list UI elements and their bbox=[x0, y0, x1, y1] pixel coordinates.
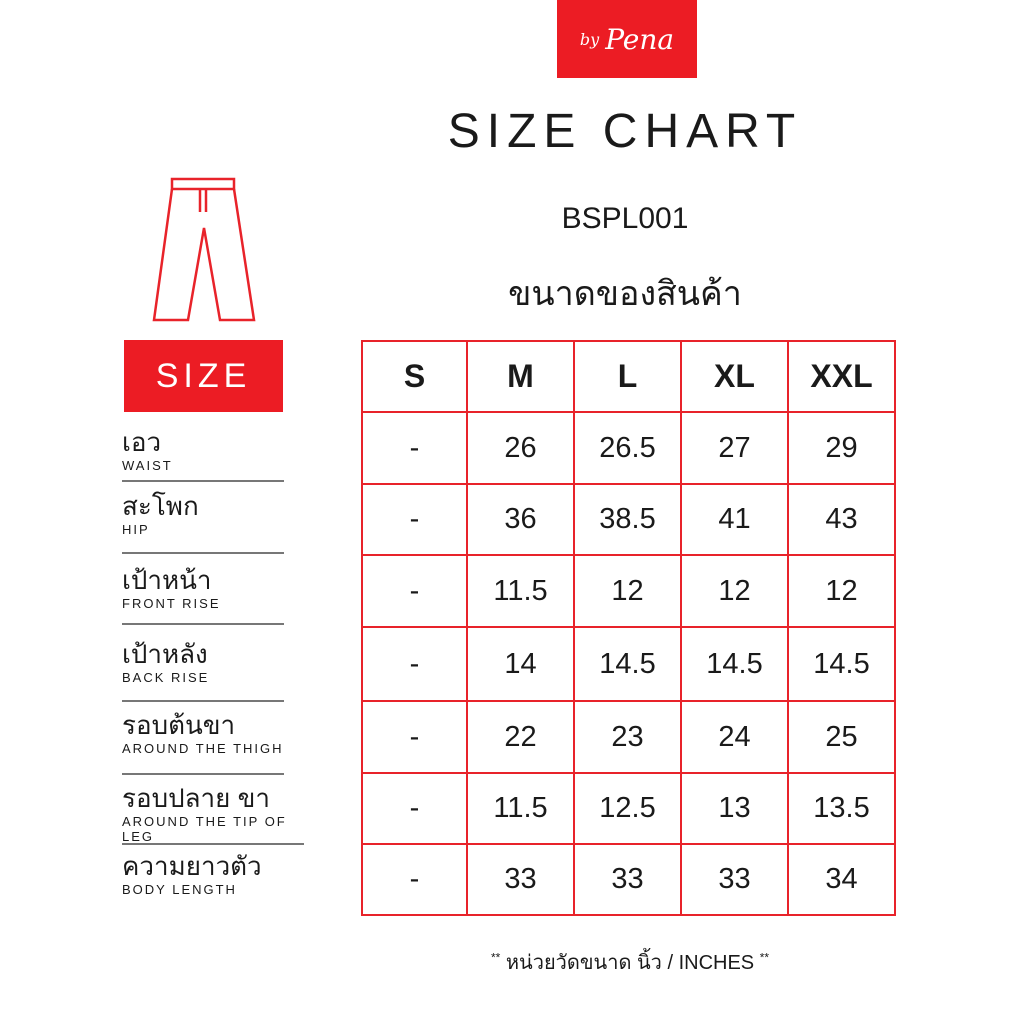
table-row: -11.5 12.5 13 13.5 bbox=[361, 772, 896, 845]
size-header: XL bbox=[680, 340, 789, 413]
divider bbox=[122, 700, 284, 702]
size-header: S bbox=[361, 340, 468, 413]
subtitle-thai: ขนาดของสินค้า bbox=[508, 275, 742, 313]
label-thai: ความยาวตัว bbox=[122, 851, 262, 881]
label-english: HIP bbox=[122, 522, 150, 537]
table-cell: 14.5 bbox=[680, 626, 789, 702]
table-cell: 14 bbox=[466, 626, 575, 702]
measurement-label: รอบปลาย ขา AROUND THE TIP OF LEG bbox=[122, 784, 312, 844]
table-cell: 14.5 bbox=[573, 626, 682, 702]
table-cell: - bbox=[361, 554, 468, 628]
table-cell: 13 bbox=[680, 772, 789, 845]
measurement-label: รอบต้นขา AROUND THE THIGH bbox=[122, 711, 312, 756]
divider bbox=[122, 480, 284, 482]
table-cell: - bbox=[361, 843, 468, 916]
label-thai: เป้าหน้า bbox=[122, 565, 212, 595]
table-row: -22 23 24 25 bbox=[361, 700, 896, 774]
label-english: FRONT RISE bbox=[122, 596, 221, 611]
table-row: -26 26.5 27 29 bbox=[361, 411, 896, 485]
divider bbox=[122, 843, 304, 845]
table-cell: 34 bbox=[787, 843, 896, 916]
product-code: BSPL001 bbox=[561, 202, 689, 235]
table-row: -11.5 12 12 12 bbox=[361, 554, 896, 628]
label-english: BODY LENGTH bbox=[122, 882, 237, 897]
size-header: M bbox=[466, 340, 575, 413]
label-thai: เอว bbox=[122, 427, 162, 457]
label-thai: เป้าหลัง bbox=[122, 639, 208, 669]
page-title: SIZE CHART bbox=[447, 105, 803, 158]
table-cell: 41 bbox=[680, 483, 789, 556]
table-row: -14 14.5 14.5 14.5 bbox=[361, 626, 896, 702]
label-english: AROUND THE TIP OF LEG bbox=[122, 814, 287, 844]
table-cell: 26.5 bbox=[573, 411, 682, 485]
table-cell: 33 bbox=[573, 843, 682, 916]
table-cell: 12 bbox=[573, 554, 682, 628]
measurement-label: ความยาวตัว BODY LENGTH bbox=[122, 852, 312, 897]
table-cell: 27 bbox=[680, 411, 789, 485]
label-thai: รอบปลาย ขา bbox=[122, 783, 270, 813]
footnote: ** หน่วยวัดขนาด นิ้ว / INCHES ** bbox=[490, 950, 770, 974]
table-cell: 33 bbox=[466, 843, 575, 916]
table-cell: 36 bbox=[466, 483, 575, 556]
table-cell: 24 bbox=[680, 700, 789, 774]
label-english: AROUND THE THIGH bbox=[122, 741, 284, 756]
header-row: S M L XL XXL bbox=[361, 340, 896, 413]
table-cell: 12 bbox=[680, 554, 789, 628]
divider bbox=[122, 773, 284, 775]
table-cell: 29 bbox=[787, 411, 896, 485]
table-cell: 43 bbox=[787, 483, 896, 556]
table-row: -33 33 33 34 bbox=[361, 843, 896, 916]
table-row: -36 38.5 41 43 bbox=[361, 483, 896, 556]
size-header: XXL bbox=[787, 340, 896, 413]
label-english: WAIST bbox=[122, 458, 173, 473]
size-label: SIZE bbox=[124, 340, 283, 412]
table-cell: 14.5 bbox=[787, 626, 896, 702]
table-cell: 38.5 bbox=[573, 483, 682, 556]
table-cell: 12 bbox=[787, 554, 896, 628]
table-cell: - bbox=[361, 626, 468, 702]
measurement-label: เป้าหลัง BACK RISE bbox=[122, 640, 312, 685]
size-table: S M L XL XXL -26 26.5 27 29-36 38.5 41 43-11.5 12 12 1… bbox=[361, 340, 896, 916]
measurement-label: เอว WAIST bbox=[122, 428, 312, 473]
pants-outline-icon bbox=[152, 177, 256, 322]
divider bbox=[122, 623, 284, 625]
table-cell: - bbox=[361, 772, 468, 845]
table-cell: 26 bbox=[466, 411, 575, 485]
table-cell: 25 bbox=[787, 700, 896, 774]
table-cell: - bbox=[361, 483, 468, 556]
label-english: BACK RISE bbox=[122, 670, 210, 685]
table-cell: 23 bbox=[573, 700, 682, 774]
size-header: L bbox=[573, 340, 682, 413]
divider bbox=[122, 552, 284, 554]
table-cell: 22 bbox=[466, 700, 575, 774]
label-thai: รอบต้นขา bbox=[122, 710, 236, 740]
table-cell: 13.5 bbox=[787, 772, 896, 845]
brand-logo: by Pena bbox=[557, 0, 697, 78]
table-cell: 11.5 bbox=[466, 772, 575, 845]
measurement-label: สะโพก HIP bbox=[122, 492, 312, 537]
table-cell: 12.5 bbox=[573, 772, 682, 845]
table-cell: - bbox=[361, 700, 468, 774]
measurement-label: เป้าหน้า FRONT RISE bbox=[122, 566, 312, 611]
table-cell: 11.5 bbox=[466, 554, 575, 628]
table-cell: - bbox=[361, 411, 468, 485]
label-thai: สะโพก bbox=[122, 491, 199, 521]
table-cell: 33 bbox=[680, 843, 789, 916]
